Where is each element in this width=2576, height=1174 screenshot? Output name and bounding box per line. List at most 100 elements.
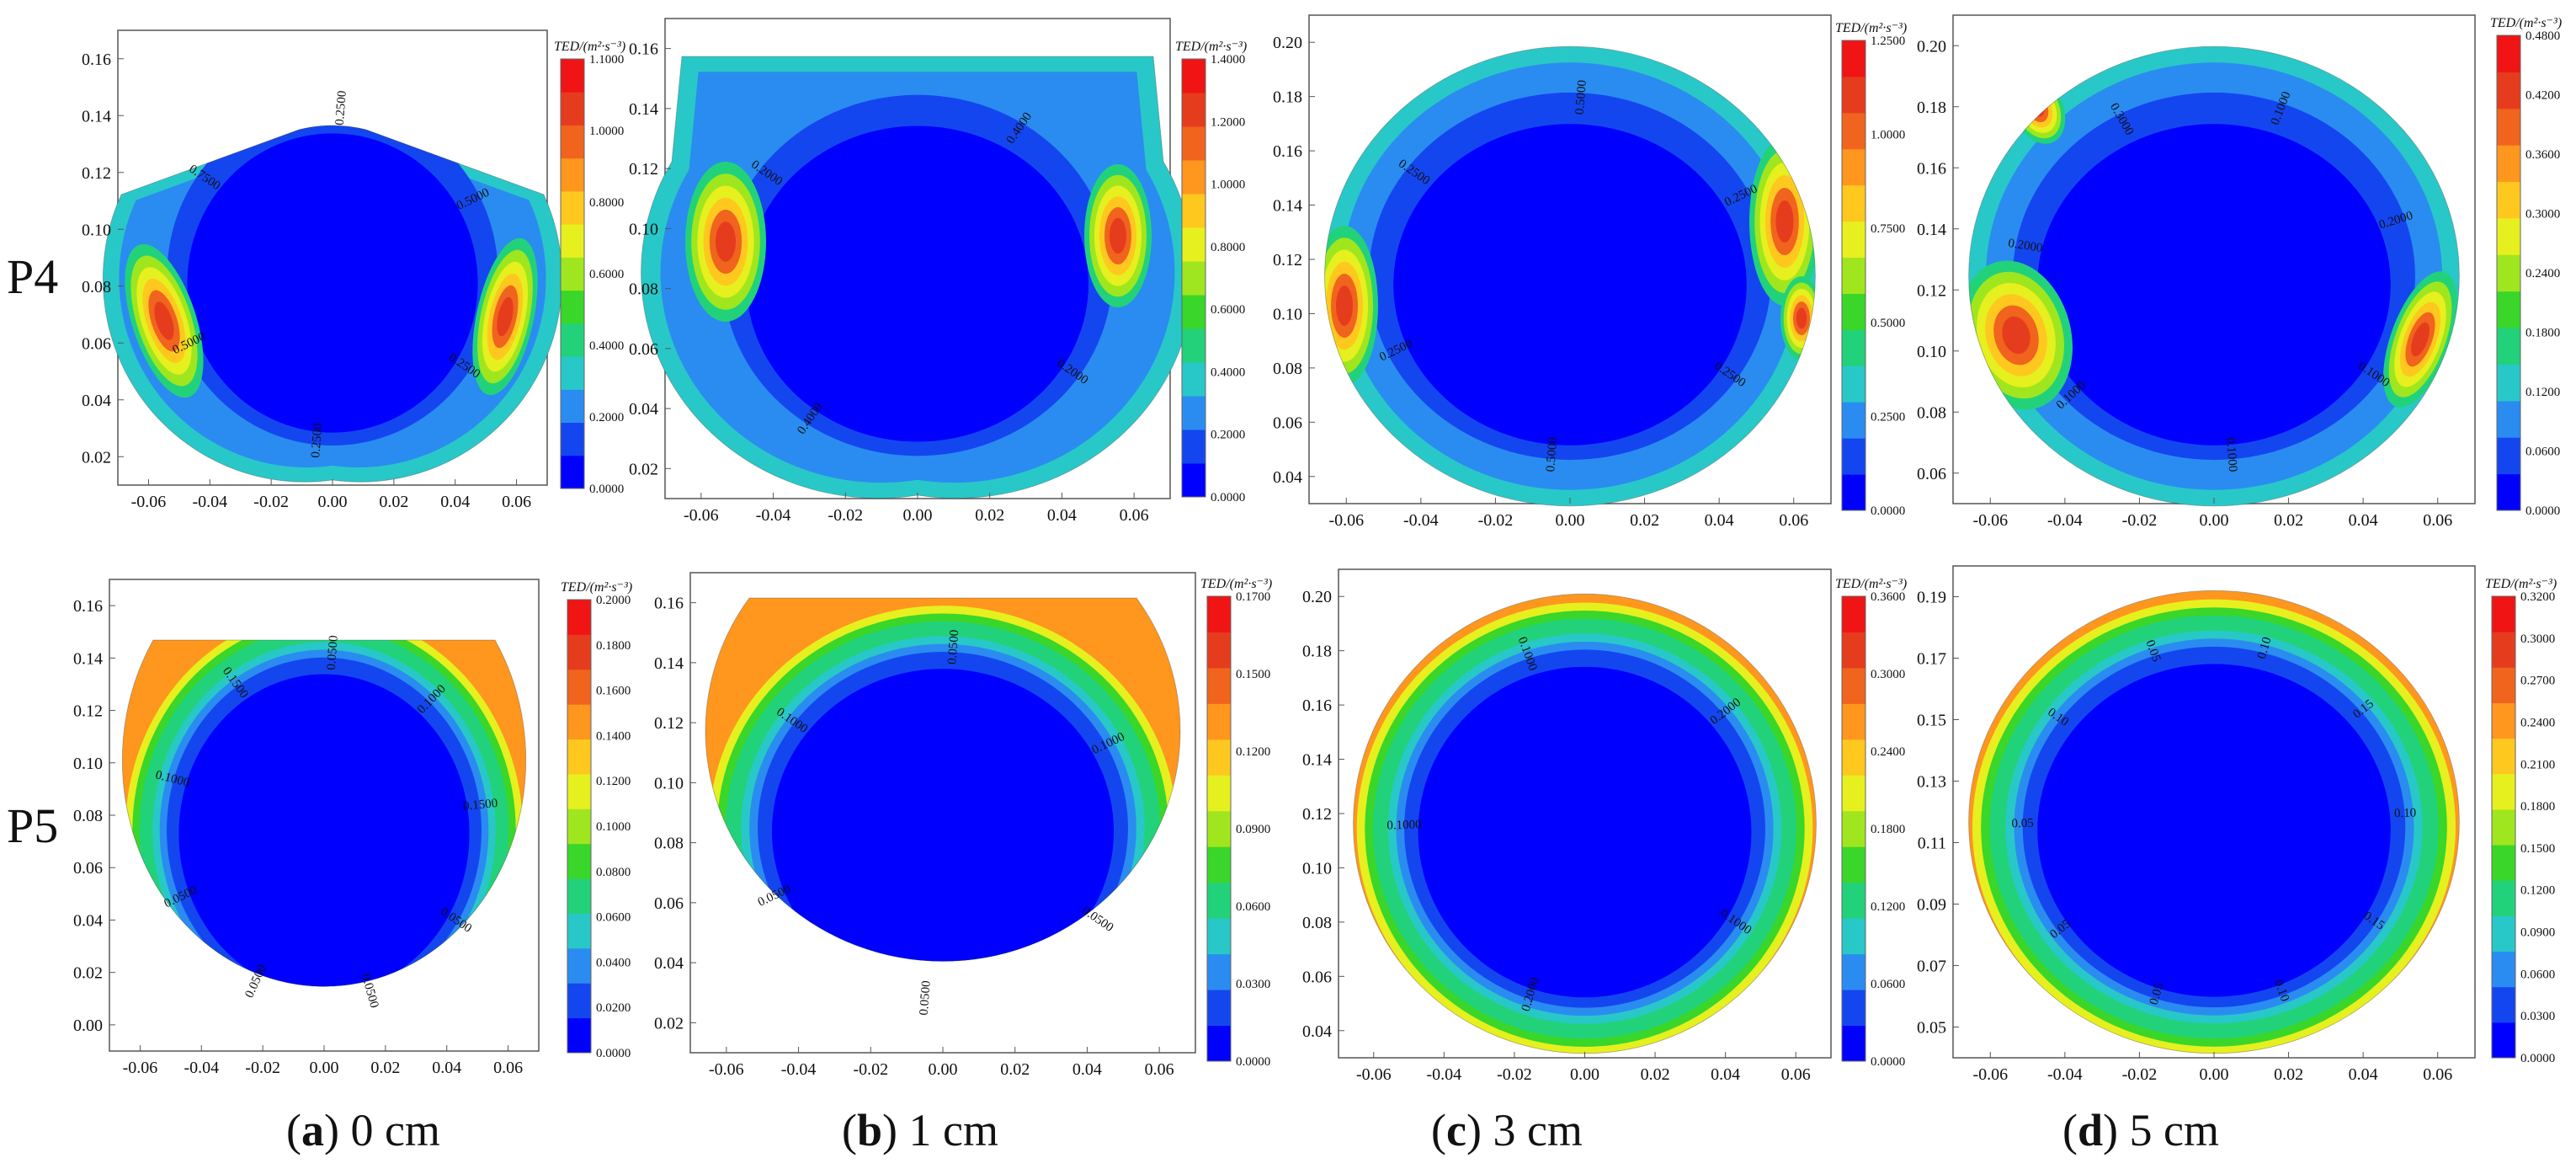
- y-tick-label: 0.16: [73, 597, 103, 616]
- x-tick-label: 0.02: [1641, 1065, 1670, 1084]
- contour-label: 0.1500: [462, 797, 498, 814]
- contour-label: 0.10: [2255, 636, 2275, 661]
- y-tick-label: 0.08: [1302, 914, 1332, 932]
- domain-outline: [1353, 594, 1817, 1054]
- y-tick-label: 0.04: [1302, 1022, 1332, 1041]
- colorbar-tick-label: 0.0000: [2525, 504, 2560, 518]
- colorbar-title: TED/(m²·s⁻³): [1835, 21, 1907, 35]
- contour-core: [187, 133, 478, 433]
- colorbar-segment: [2497, 437, 2520, 475]
- x-tick-label: 0.04: [440, 493, 470, 511]
- y-tick-label: 0.04: [1273, 468, 1302, 487]
- colorbar-segment: [1182, 463, 1206, 498]
- colorbar-tick-label: 0.7500: [1871, 222, 1905, 236]
- y-tick-label: 0.07: [1917, 958, 1946, 976]
- colorbar-segment: [561, 59, 584, 93]
- colorbar-tick-label: 0.0400: [596, 956, 631, 969]
- x-tick-label: -0.02: [253, 493, 289, 511]
- colorbar-segment: [567, 634, 591, 670]
- colorbar-segment: [1842, 703, 1865, 740]
- contour-fill: [1968, 46, 2460, 506]
- hotspot-right: [1749, 137, 1816, 306]
- colorbar-segment: [1207, 990, 1231, 1027]
- panels-group: -0.06 -0.04 -0.02 0.00 0.02 0.04 0.060.020.040…: [73, 14, 2562, 1084]
- contour-label: 0.10: [2394, 807, 2417, 821]
- x-tick-label: 0.00: [318, 493, 348, 511]
- contour-label: 0.05: [2011, 817, 2034, 831]
- colorbar-segment: [1842, 366, 1865, 403]
- x-tick-label: 0.00: [929, 1060, 958, 1079]
- y-tick-label: 0.00: [73, 1017, 103, 1035]
- caption-b-letter: b: [857, 1105, 882, 1155]
- contour-label: 0.1000: [2223, 437, 2239, 472]
- x-tick-label: 0.04: [1705, 511, 1734, 530]
- colorbar-segment: [561, 92, 584, 125]
- colorbar: TED/(m²·s⁻³) 0.0000 0.0200 0.0400 0.0600 0.08…: [561, 580, 632, 1060]
- colorbar-tick-label: 0.0600: [2525, 446, 2560, 459]
- contour-core: [2037, 664, 2391, 997]
- colorbar-tick-label: 1.0000: [589, 125, 624, 138]
- colorbar-segment: [1182, 396, 1206, 430]
- colorbar-segment: [1182, 59, 1206, 93]
- y-tick-label: 0.11: [1918, 835, 1946, 853]
- y-tick-label: 0.20: [1302, 588, 1332, 606]
- colorbar-tick-label: 0.1800: [2525, 327, 2560, 340]
- colorbar-segment: [567, 983, 591, 1019]
- colorbar-segment: [2497, 291, 2520, 328]
- x-tick-label: 0.00: [1570, 1065, 1599, 1084]
- colorbar-segment: [1182, 430, 1206, 464]
- colorbar-tick-label: 0.0600: [1871, 978, 1905, 991]
- x-tick-label: -0.02: [828, 506, 863, 525]
- colorbar-segment: [1207, 775, 1231, 812]
- y-tick-label: 0.18: [1273, 88, 1302, 107]
- contour-fill: [1324, 46, 1816, 506]
- colorbar-segment: [567, 1017, 591, 1054]
- colorbar-segment: [1182, 160, 1206, 195]
- y-tick-label: 0.16: [82, 51, 111, 69]
- colorbar-segment: [2497, 217, 2520, 255]
- contour-core: [2037, 124, 2391, 446]
- colorbar-tick-label: 0.3000: [2520, 632, 2555, 646]
- colorbar-segment: [1207, 667, 1231, 704]
- x-tick-label: 0.06: [1781, 1065, 1811, 1084]
- colorbar-segment: [2492, 915, 2515, 953]
- colorbar-segment: [561, 224, 584, 258]
- colorbar-segment: [1207, 739, 1231, 776]
- colorbar-frame: [1841, 595, 1866, 1062]
- colorbar-tick-label: 0.0000: [596, 1047, 631, 1060]
- colorbar-segment: [1207, 846, 1231, 883]
- hotspot-right: [2383, 271, 2457, 408]
- colorbar-segment: [2492, 880, 2515, 916]
- row-label-p5: P5: [7, 798, 58, 853]
- colorbar-title: TED/(m²·s⁻³): [1175, 40, 1247, 54]
- y-tick-label: 0.06: [82, 334, 111, 353]
- contour-fill: [705, 598, 1180, 962]
- x-tick-label: 0.00: [2200, 1065, 2229, 1084]
- colorbar-segment: [2497, 328, 2520, 365]
- contour-label: 0.0500: [325, 635, 341, 670]
- colorbar-tick-label: 0.2500: [1871, 410, 1905, 424]
- x-tick-label: 0.06: [2423, 1065, 2452, 1084]
- panel-p5-1cm: -0.06 -0.04 -0.02 0.00 0.02 0.04 0.06 0.02 0.04 0…: [654, 572, 1272, 1079]
- hotspot-left: [685, 162, 766, 322]
- colorbar-frame: [2491, 595, 2516, 1059]
- colorbar-tick-label: 0.0900: [2520, 926, 2555, 940]
- panel-p4-0cm: -0.06 -0.04 -0.02 0.00 0.02 0.04 0.06 0.02 0.04 0…: [82, 29, 625, 511]
- colorbar-tick-label: 0.2100: [2520, 758, 2555, 771]
- colorbar-tick-label: 0.0800: [596, 866, 631, 879]
- colorbar-segment: [2497, 254, 2520, 292]
- y-tick-label: 0.06: [1273, 414, 1302, 432]
- colorbar-tick-label: 0.0600: [1236, 900, 1270, 914]
- y-tick-label: 0.17: [1917, 650, 1946, 669]
- contour-label: 0.0500: [918, 980, 934, 1016]
- y-tick-label: 0.16: [1273, 142, 1302, 161]
- colorbar-segment: [561, 190, 584, 225]
- colorbar-tick-label: 0.3200: [2520, 590, 2555, 604]
- y-tick-label: 0.10: [82, 221, 111, 239]
- colorbar-segment: [1842, 1025, 1865, 1062]
- colorbar-segment: [2492, 1022, 2515, 1059]
- y-tick-label: 0.10: [73, 755, 103, 773]
- colorbar-segment: [561, 257, 584, 291]
- x-tick-label: 0.02: [1630, 511, 1659, 530]
- colorbar-tick-label: 0.1200: [596, 775, 631, 788]
